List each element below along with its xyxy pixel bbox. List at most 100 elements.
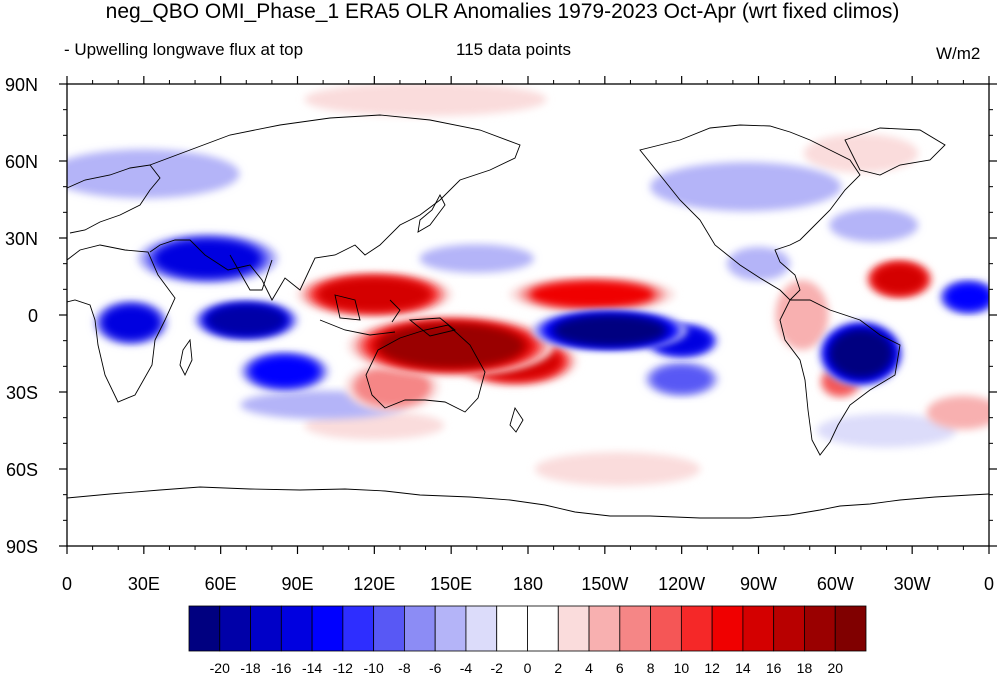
colorbar-swatch <box>619 605 651 652</box>
anomaly-blob <box>318 277 431 312</box>
coastline-africa <box>67 244 176 403</box>
colorbar-label: 6 <box>616 660 624 676</box>
colorbar-label: 10 <box>674 660 690 676</box>
x-tick-label: 30W <box>894 574 931 594</box>
coastline-antarctica <box>67 486 989 519</box>
coastline-japan <box>417 194 446 233</box>
coastline-new-zealand <box>509 406 524 433</box>
colorbar-swatch <box>250 605 282 652</box>
olr-anomaly-field <box>67 84 989 486</box>
x-tick-label: 60E <box>205 574 237 594</box>
colorbar-label: 0 <box>524 660 532 676</box>
anomaly-blob <box>208 305 285 335</box>
colorbar-swatch <box>219 605 251 652</box>
coastline-madagascar <box>179 338 193 377</box>
anomaly-blob <box>775 280 829 350</box>
colorbar-label: -12 <box>333 660 353 676</box>
anomaly-blob <box>650 162 842 212</box>
y-tick-label: 30N <box>5 229 38 249</box>
x-tick-label: 150E <box>430 574 472 594</box>
colorbar-label: -20 <box>210 660 230 676</box>
colorbar-swatch <box>373 605 405 652</box>
anomaly-blob <box>529 281 655 308</box>
anomaly-blob <box>829 208 919 243</box>
colorbar-label: -16 <box>271 660 291 676</box>
colorbar-swatch <box>465 605 498 652</box>
anomaly-blob <box>378 324 524 368</box>
anomaly-blob <box>926 395 989 430</box>
colorbar-label: 4 <box>585 660 593 676</box>
y-tick-label: 60N <box>5 152 38 172</box>
anomaly-blob <box>803 133 919 173</box>
colorbar-label: -14 <box>302 660 322 676</box>
coastline-south-america <box>779 299 901 456</box>
colorbar-swatch <box>711 605 744 652</box>
colorbar-swatch <box>496 605 528 652</box>
colorbar-label: -8 <box>398 660 411 676</box>
anomaly-blob <box>419 244 534 273</box>
units-label: W/m2 <box>936 44 981 63</box>
anomaly-blob <box>67 149 240 199</box>
colorbar-swatch <box>804 605 836 652</box>
coastline-eurasia <box>149 114 521 301</box>
x-tick-label: 120E <box>353 574 395 594</box>
anomaly-blob <box>154 239 261 278</box>
anomaly-blob <box>830 330 892 377</box>
colorbar-swatch <box>404 605 436 652</box>
colorbar-swatch <box>557 605 590 652</box>
colorbar: -20 -18 -16 -14 -12 -10 -8 -6 -4 -2 0 2 4 6 8 10 12 14 16 1… <box>188 605 867 676</box>
y-tick-label: 90S <box>6 537 38 557</box>
colorbar-label: 20 <box>827 660 843 676</box>
colorbar-swatch <box>342 605 375 652</box>
y-tick-label: 0 <box>28 306 38 326</box>
colorbar-swatch <box>680 605 713 652</box>
coastline-greenland <box>844 127 946 176</box>
anomaly-blob <box>726 246 791 281</box>
anomaly-blob <box>250 356 319 387</box>
y-tick-label: 90N <box>5 75 38 95</box>
y-tick-label: 60S <box>6 460 38 480</box>
colorbar-swatch <box>650 605 682 652</box>
x-tick-label: 90W <box>740 574 777 594</box>
colorbar-swatch <box>742 605 775 652</box>
coastline-north-america <box>639 124 861 301</box>
coastline-indonesia <box>319 294 456 337</box>
anomaly-blob <box>102 305 160 340</box>
anomaly-blob <box>353 366 432 408</box>
colorbar-swatch <box>527 605 559 652</box>
y-tick-label: 30S <box>6 383 38 403</box>
x-tick-label: 120W <box>658 574 705 594</box>
coastline-india <box>229 254 273 291</box>
colorbar-swatch <box>188 605 221 652</box>
colorbar-label: -2 <box>491 660 504 676</box>
y-axis-ticks: 90N 60N 30N 0 30S 60S 90S <box>5 75 997 557</box>
anomaly-blob <box>945 283 989 311</box>
colorbar-swatch <box>311 605 344 652</box>
colorbar-label: -10 <box>364 660 384 676</box>
x-tick-label: 30E <box>128 574 160 594</box>
x-axis-ticks: 0 30E 60E 90E 120E 150E 180 150W 120W 90W 60W 30W 0 <box>62 76 994 594</box>
data-count-subtitle: 115 data points <box>456 40 571 59</box>
colorbar-swatch <box>588 605 621 652</box>
colorbar-label: 8 <box>647 660 655 676</box>
colorbar-label: 12 <box>704 660 720 676</box>
colorbar-swatch <box>280 605 313 652</box>
colorbar-label: 2 <box>554 660 562 676</box>
x-tick-label: 0 <box>62 574 72 594</box>
x-tick-label: 90E <box>281 574 313 594</box>
colorbar-label: 16 <box>766 660 782 676</box>
x-tick-label: 60W <box>817 574 854 594</box>
x-tick-label: 0 <box>984 574 994 594</box>
anomaly-blob <box>816 413 957 448</box>
colorbar-swatch <box>434 605 467 652</box>
anomaly-blob <box>555 315 665 345</box>
x-tick-label: 150W <box>581 574 628 594</box>
coastline-europe <box>67 164 161 234</box>
x-tick-label: 180 <box>513 574 543 594</box>
anomaly-blob <box>534 452 701 486</box>
colorbar-label: 18 <box>797 660 813 676</box>
figure-title: neg_QBO OMI_Phase_1 ERA5 OLR Anomalies 1… <box>105 0 900 23</box>
anomaly-blob <box>304 84 547 117</box>
variable-subtitle: - Upwelling longwave flux at top <box>64 40 304 59</box>
